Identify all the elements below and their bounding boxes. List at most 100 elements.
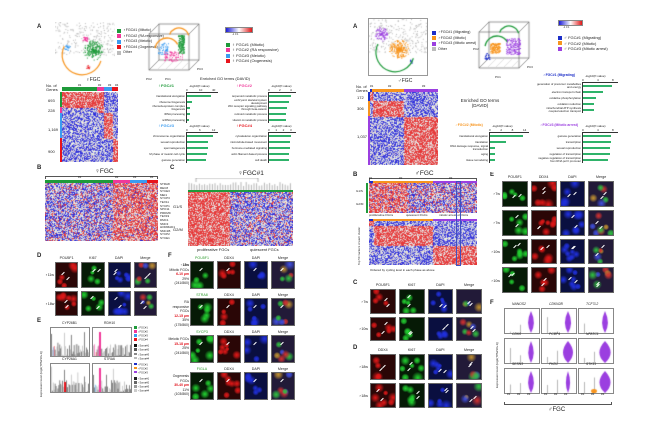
arrow-marker <box>603 191 608 196</box>
channel-header: STRA8 <box>196 293 208 297</box>
go-term-label: electron transport chain <box>551 89 581 94</box>
arrow-marker <box>600 195 604 199</box>
legend-item: ♂FGC#3 (Mitotic arrest) <box>432 41 476 47</box>
go-axis: 0 2 8 14 <box>489 128 529 133</box>
gene-title: SESN3 <box>512 362 524 366</box>
channel-header: DDX4 <box>224 330 234 334</box>
go-term-label: gamete generation <box>557 133 581 138</box>
genes-count-label-right: No. of Genes <box>356 84 368 94</box>
micrograph-pou5f1 <box>502 181 528 207</box>
channel-header: Merge <box>464 283 475 287</box>
go-term-label: embryonic skeletal system development <box>234 98 267 106</box>
legend-label: ♀ FGC#2 (RA responsive) <box>232 47 279 53</box>
arrow-marker <box>415 390 420 394</box>
pc-axis-label: PC3 <box>527 65 533 69</box>
go-term-bar <box>268 107 288 110</box>
go-term-bar <box>489 159 495 161</box>
channel-header: DAPI <box>251 256 261 260</box>
panel-label-b: B <box>37 165 42 171</box>
go-term-label: Wnt receptor signaling pathway through b… <box>227 104 267 112</box>
row-size: 12-15 μm <box>174 313 189 318</box>
cluster-segment <box>372 89 404 92</box>
micrograph-stra8 <box>190 298 214 326</box>
heatmap-a-title-right: ♂FGC <box>398 78 413 84</box>
if-images-e-male: POU5F1 DDX4 DAPI Merge ♂7w ♂7w ♂10w ♂10w <box>484 175 614 295</box>
bracket <box>369 178 477 181</box>
if-images-f-female: ♀18w Mitotic FGCs 6-10 μm 29% (241/860) POU5F… <box>168 256 296 406</box>
legend-item: ♂Soma#4 <box>134 389 149 393</box>
micrograph-figla <box>190 372 214 400</box>
go-term-label: regulation of transcription <box>549 151 581 156</box>
channel-header: POU5F1 <box>59 256 74 260</box>
channel-header: DDX4 <box>224 293 234 297</box>
cluster-segment <box>373 181 433 183</box>
channel-header: DDX4 <box>224 367 234 371</box>
legend-item: ♀FGC#1 (Mitotic) <box>117 28 164 34</box>
go-axis: 0 2 4 <box>268 88 296 94</box>
go-term-row: DNA damage response, signal transduction <box>449 145 529 151</box>
phase-bar <box>366 183 368 213</box>
legend-item: ♂FGC#3 <box>134 370 149 375</box>
legend-swatch <box>134 344 137 347</box>
legend-label: ♂FGC#3 (Mitotic arrest) <box>438 41 477 46</box>
cluster-segment <box>62 87 97 91</box>
row-pct: 25% <box>182 346 189 350</box>
arrow-marker <box>376 388 381 392</box>
go-panel-title: ♂FGC#2 (Mitotic) <box>455 123 483 127</box>
arrow-marker <box>63 299 68 304</box>
cluster-label: #4 <box>115 83 119 87</box>
go-term-bar <box>582 91 603 93</box>
go-term-row: sexual reproduction <box>536 145 618 151</box>
channel-header: Merge <box>464 348 475 352</box>
heatmap-b2-cluster-bar-right <box>369 219 477 221</box>
go-term-label: translational elongation <box>459 133 488 138</box>
micrograph-ddx4 <box>370 354 396 380</box>
arrow-marker <box>515 214 519 219</box>
cluster-segment <box>112 87 118 91</box>
expression-legend: ♀FGC#1 ♀FGC#2 ♀FGC#3 ♀FGC#4 ♀Soma#1 ♀Soma#2 ♀S… <box>134 326 149 393</box>
legend-swatch <box>134 362 137 366</box>
cluster-segment <box>373 219 433 221</box>
go-term-row: ncRNA processing <box>146 117 218 123</box>
micrograph-dapi <box>244 261 268 289</box>
panel-label-c: C <box>170 165 175 171</box>
go-term-label: DNA damage response, signal transduction <box>450 144 488 151</box>
axis-tick: 8 <box>612 78 614 82</box>
arrow-marker <box>147 272 151 277</box>
legend-item: ♀ FGC#3 (Meiotic) <box>226 53 279 59</box>
go-term-label: ncRNA processing <box>161 117 185 122</box>
heatmap-cluster-bar <box>62 87 118 91</box>
gene-label: REC8 <box>160 185 169 190</box>
micrograph-pou5f1 <box>502 267 528 293</box>
gene-title: CYP26B1 <box>62 321 77 325</box>
cluster-segment <box>60 107 62 113</box>
go-term-row: Wnt receptor signaling pathway through b… <box>220 105 296 111</box>
bracket <box>504 402 612 405</box>
go-term-bar <box>582 103 595 105</box>
cluster-label: #4 <box>150 175 154 179</box>
go-title: Enriched GO terms (DAVID) <box>200 76 250 81</box>
legend-swatch <box>432 47 436 52</box>
axis-tick: 6 <box>199 128 201 133</box>
go-term-label: gamete generation <box>161 157 185 162</box>
pca-3d-plot-female <box>143 20 203 82</box>
color-scale-bar-right <box>558 20 583 26</box>
go-term-row: translational elongation <box>146 93 218 99</box>
row-label: ♂10w <box>490 249 500 254</box>
axis-tick: 0 <box>268 128 270 133</box>
channel-header: Merge <box>277 293 289 297</box>
go-term-bar <box>268 135 291 138</box>
arrow-marker <box>384 297 388 301</box>
legend-label: ♂FGC#3 <box>137 371 148 375</box>
gene-count: 306 <box>357 106 364 111</box>
arrow-marker <box>143 276 148 280</box>
arrow-marker <box>198 341 203 345</box>
axis-line <box>268 93 269 124</box>
gene-label: SMC3 <box>160 221 169 226</box>
channel-header: DAPI <box>436 283 445 287</box>
arrow-marker <box>97 268 101 273</box>
go-term-bar <box>186 107 191 110</box>
micrograph-ddx4 <box>530 181 557 207</box>
axis-tick: 0 <box>489 128 491 132</box>
channel-header: POU5F1 <box>195 256 209 260</box>
